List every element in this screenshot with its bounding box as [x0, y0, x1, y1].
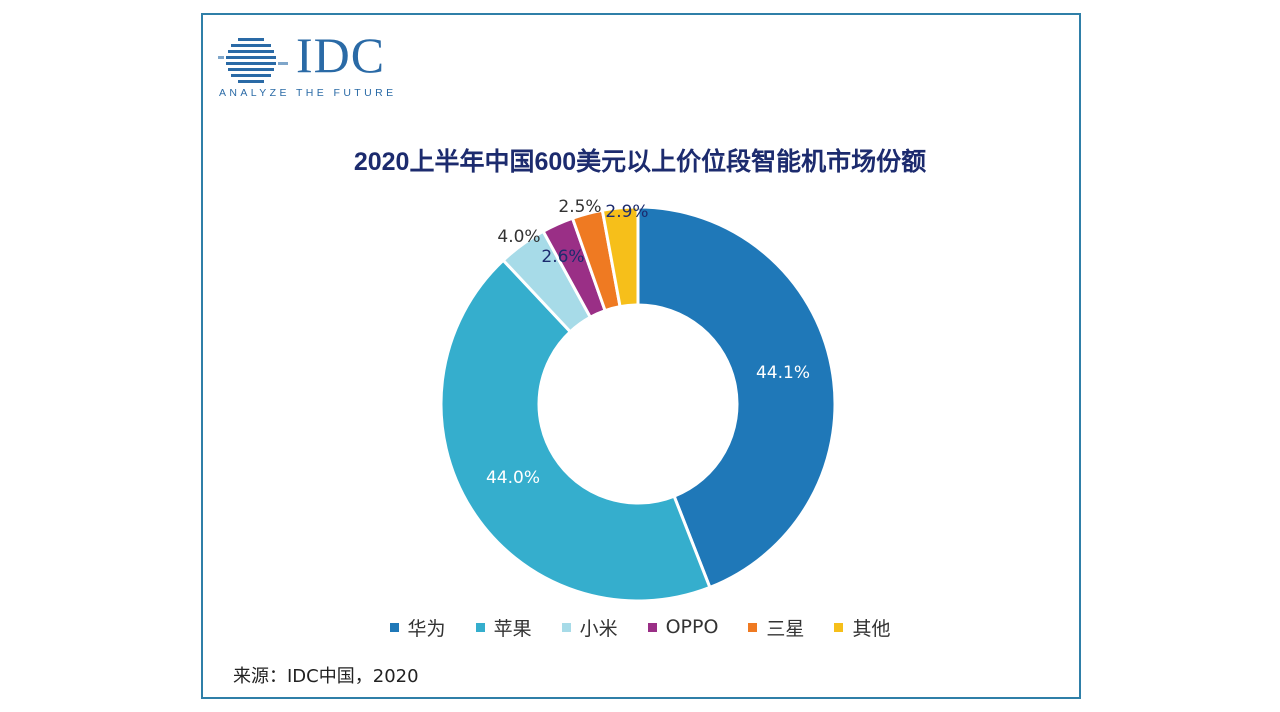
data-label-2: 4.0%	[497, 227, 540, 247]
chart-legend: 华为 苹果 小米 OPPO 三星 其他	[0, 613, 1280, 641]
data-label-3: 2.6%	[541, 247, 584, 267]
idc-logo-globe-icon	[218, 38, 288, 83]
chart-title: 2020上半年中国600美元以上价位段智能机市场份额	[353, 148, 927, 176]
donut-slice-1	[439, 258, 712, 603]
donut-slice-0	[636, 205, 837, 590]
legend-swatch-3	[647, 622, 657, 632]
data-label-1: 44.0%	[486, 468, 540, 488]
legend-swatch-5	[834, 622, 844, 632]
legend-label-5: 其他	[852, 617, 891, 640]
legend-swatch-2	[561, 622, 571, 632]
legend-label-1: 苹果	[493, 617, 532, 640]
legend-swatch-1	[475, 622, 485, 632]
data-label-4: 2.5%	[558, 197, 601, 217]
legend-item-5: 其他	[834, 613, 890, 641]
logo-tagline: ANALYZE THE FUTURE	[219, 87, 397, 99]
legend-label-0: 华为	[407, 617, 446, 640]
logo-wordmark: IDC	[296, 27, 386, 83]
source-note: 来源：IDC中国，2020	[233, 666, 419, 687]
legend-label-3: OPPO	[665, 616, 719, 638]
donut-slice-5	[600, 205, 640, 309]
data-label-5: 2.9%	[605, 202, 648, 222]
legend-item-0: 华为	[389, 613, 446, 641]
legend-label-2: 小米	[579, 617, 618, 640]
legend-item-3: OPPO	[647, 613, 719, 641]
legend-item-2: 小米	[561, 613, 618, 641]
legend-swatch-0	[389, 622, 399, 632]
data-label-0: 44.1%	[756, 363, 810, 383]
legend-item-4: 三星	[748, 613, 804, 641]
legend-label-4: 三星	[766, 617, 805, 640]
legend-swatch-4	[748, 622, 758, 632]
legend-item-1: 苹果	[475, 613, 532, 641]
